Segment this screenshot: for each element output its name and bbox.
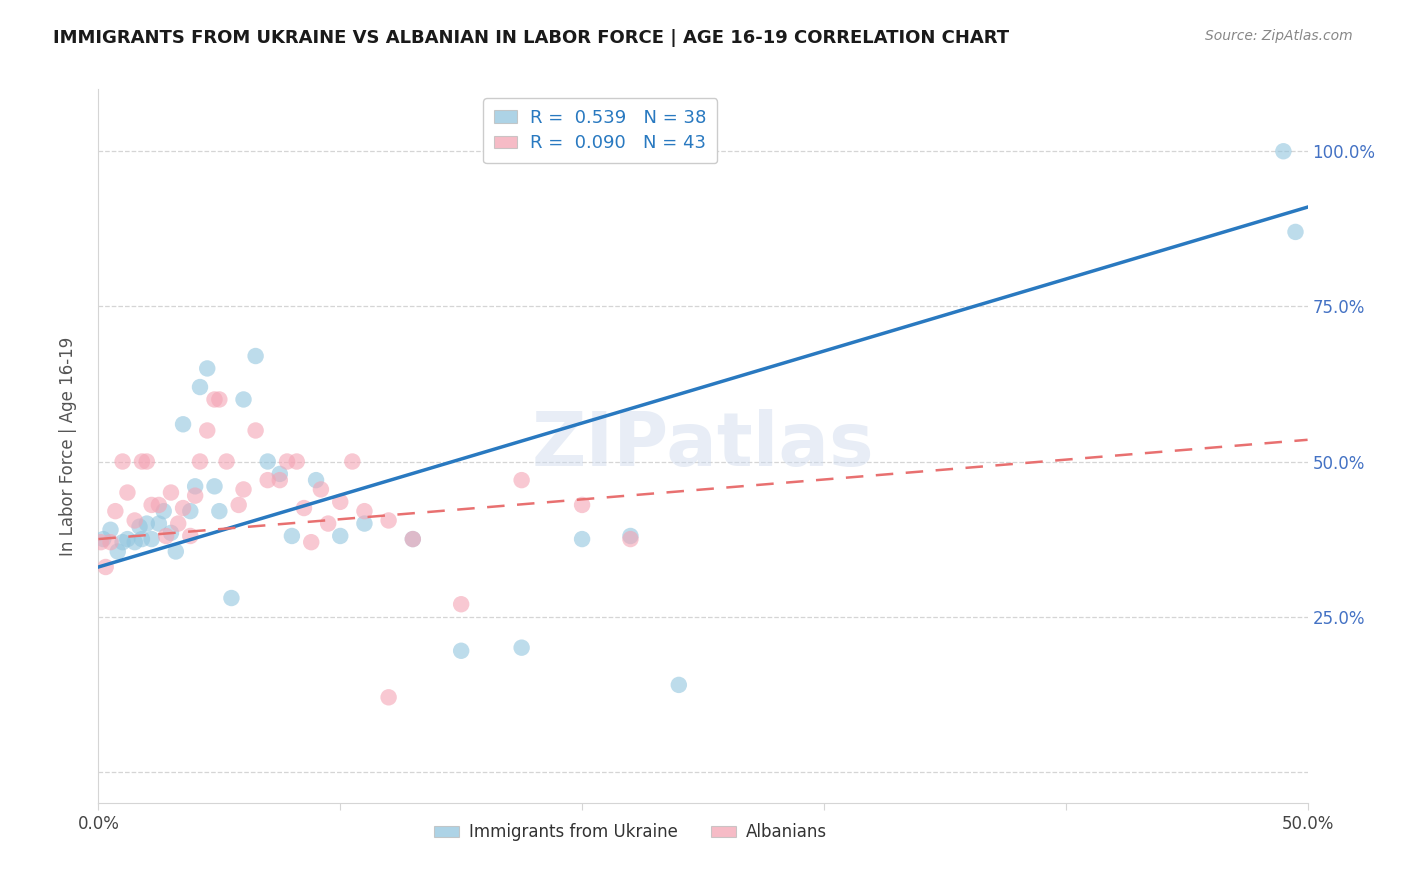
- Point: [342, 454, 364, 468]
- Point: [668, 678, 690, 692]
- Point: [245, 424, 267, 438]
- Point: [204, 392, 226, 407]
- Point: [256, 454, 278, 468]
- Y-axis label: In Labor Force | Age 16-19: In Labor Force | Age 16-19: [59, 336, 77, 556]
- Point: [228, 498, 250, 512]
- Point: [316, 516, 339, 531]
- Point: [107, 544, 129, 558]
- Point: [155, 529, 177, 543]
- Point: [329, 529, 352, 543]
- Point: [1284, 225, 1306, 239]
- Point: [184, 489, 207, 503]
- Point: [135, 516, 157, 531]
- Point: [619, 529, 641, 543]
- Point: [111, 535, 134, 549]
- Point: [215, 454, 238, 468]
- Point: [208, 392, 231, 407]
- Point: [292, 501, 315, 516]
- Point: [135, 454, 157, 468]
- Point: [124, 513, 146, 527]
- Point: [165, 544, 187, 558]
- Point: [256, 473, 278, 487]
- Text: Source: ZipAtlas.com: Source: ZipAtlas.com: [1205, 29, 1353, 43]
- Point: [269, 467, 291, 481]
- Point: [100, 523, 122, 537]
- Point: [188, 454, 211, 468]
- Point: [276, 454, 298, 468]
- Point: [309, 483, 332, 497]
- Point: [141, 498, 163, 512]
- Point: [188, 380, 211, 394]
- Point: [131, 532, 153, 546]
- Point: [402, 532, 425, 546]
- Point: [571, 498, 593, 512]
- Point: [232, 392, 254, 407]
- Point: [221, 591, 243, 605]
- Point: [94, 560, 117, 574]
- Point: [117, 485, 139, 500]
- Text: ZIPatlas: ZIPatlas: [531, 409, 875, 483]
- Point: [353, 516, 375, 531]
- Point: [353, 504, 375, 518]
- Point: [269, 473, 291, 487]
- Point: [90, 535, 112, 549]
- Point: [305, 473, 328, 487]
- Point: [141, 532, 163, 546]
- Point: [104, 504, 127, 518]
- Point: [232, 483, 254, 497]
- Point: [281, 529, 304, 543]
- Point: [1272, 145, 1295, 159]
- Point: [204, 479, 226, 493]
- Point: [124, 535, 146, 549]
- Point: [111, 454, 134, 468]
- Point: [195, 361, 218, 376]
- Point: [160, 485, 183, 500]
- Point: [148, 498, 170, 512]
- Point: [91, 532, 114, 546]
- Point: [195, 424, 218, 438]
- Point: [152, 504, 174, 518]
- Point: [148, 516, 170, 531]
- Point: [377, 690, 399, 705]
- Point: [450, 597, 472, 611]
- Point: [329, 495, 352, 509]
- Point: [245, 349, 267, 363]
- Point: [571, 532, 593, 546]
- Point: [377, 513, 399, 527]
- Point: [184, 479, 207, 493]
- Point: [402, 532, 425, 546]
- Point: [510, 640, 533, 655]
- Legend: Immigrants from Ukraine, Albanians: Immigrants from Ukraine, Albanians: [427, 817, 834, 848]
- Point: [128, 519, 150, 533]
- Point: [619, 532, 641, 546]
- Point: [117, 532, 139, 546]
- Point: [172, 417, 194, 432]
- Text: IMMIGRANTS FROM UKRAINE VS ALBANIAN IN LABOR FORCE | AGE 16-19 CORRELATION CHART: IMMIGRANTS FROM UKRAINE VS ALBANIAN IN L…: [53, 29, 1010, 46]
- Point: [172, 501, 194, 516]
- Point: [179, 529, 201, 543]
- Point: [299, 535, 322, 549]
- Point: [179, 504, 201, 518]
- Point: [167, 516, 190, 531]
- Point: [160, 525, 183, 540]
- Point: [100, 535, 122, 549]
- Point: [131, 454, 153, 468]
- Point: [208, 504, 231, 518]
- Point: [285, 454, 308, 468]
- Point: [510, 473, 533, 487]
- Point: [450, 644, 472, 658]
